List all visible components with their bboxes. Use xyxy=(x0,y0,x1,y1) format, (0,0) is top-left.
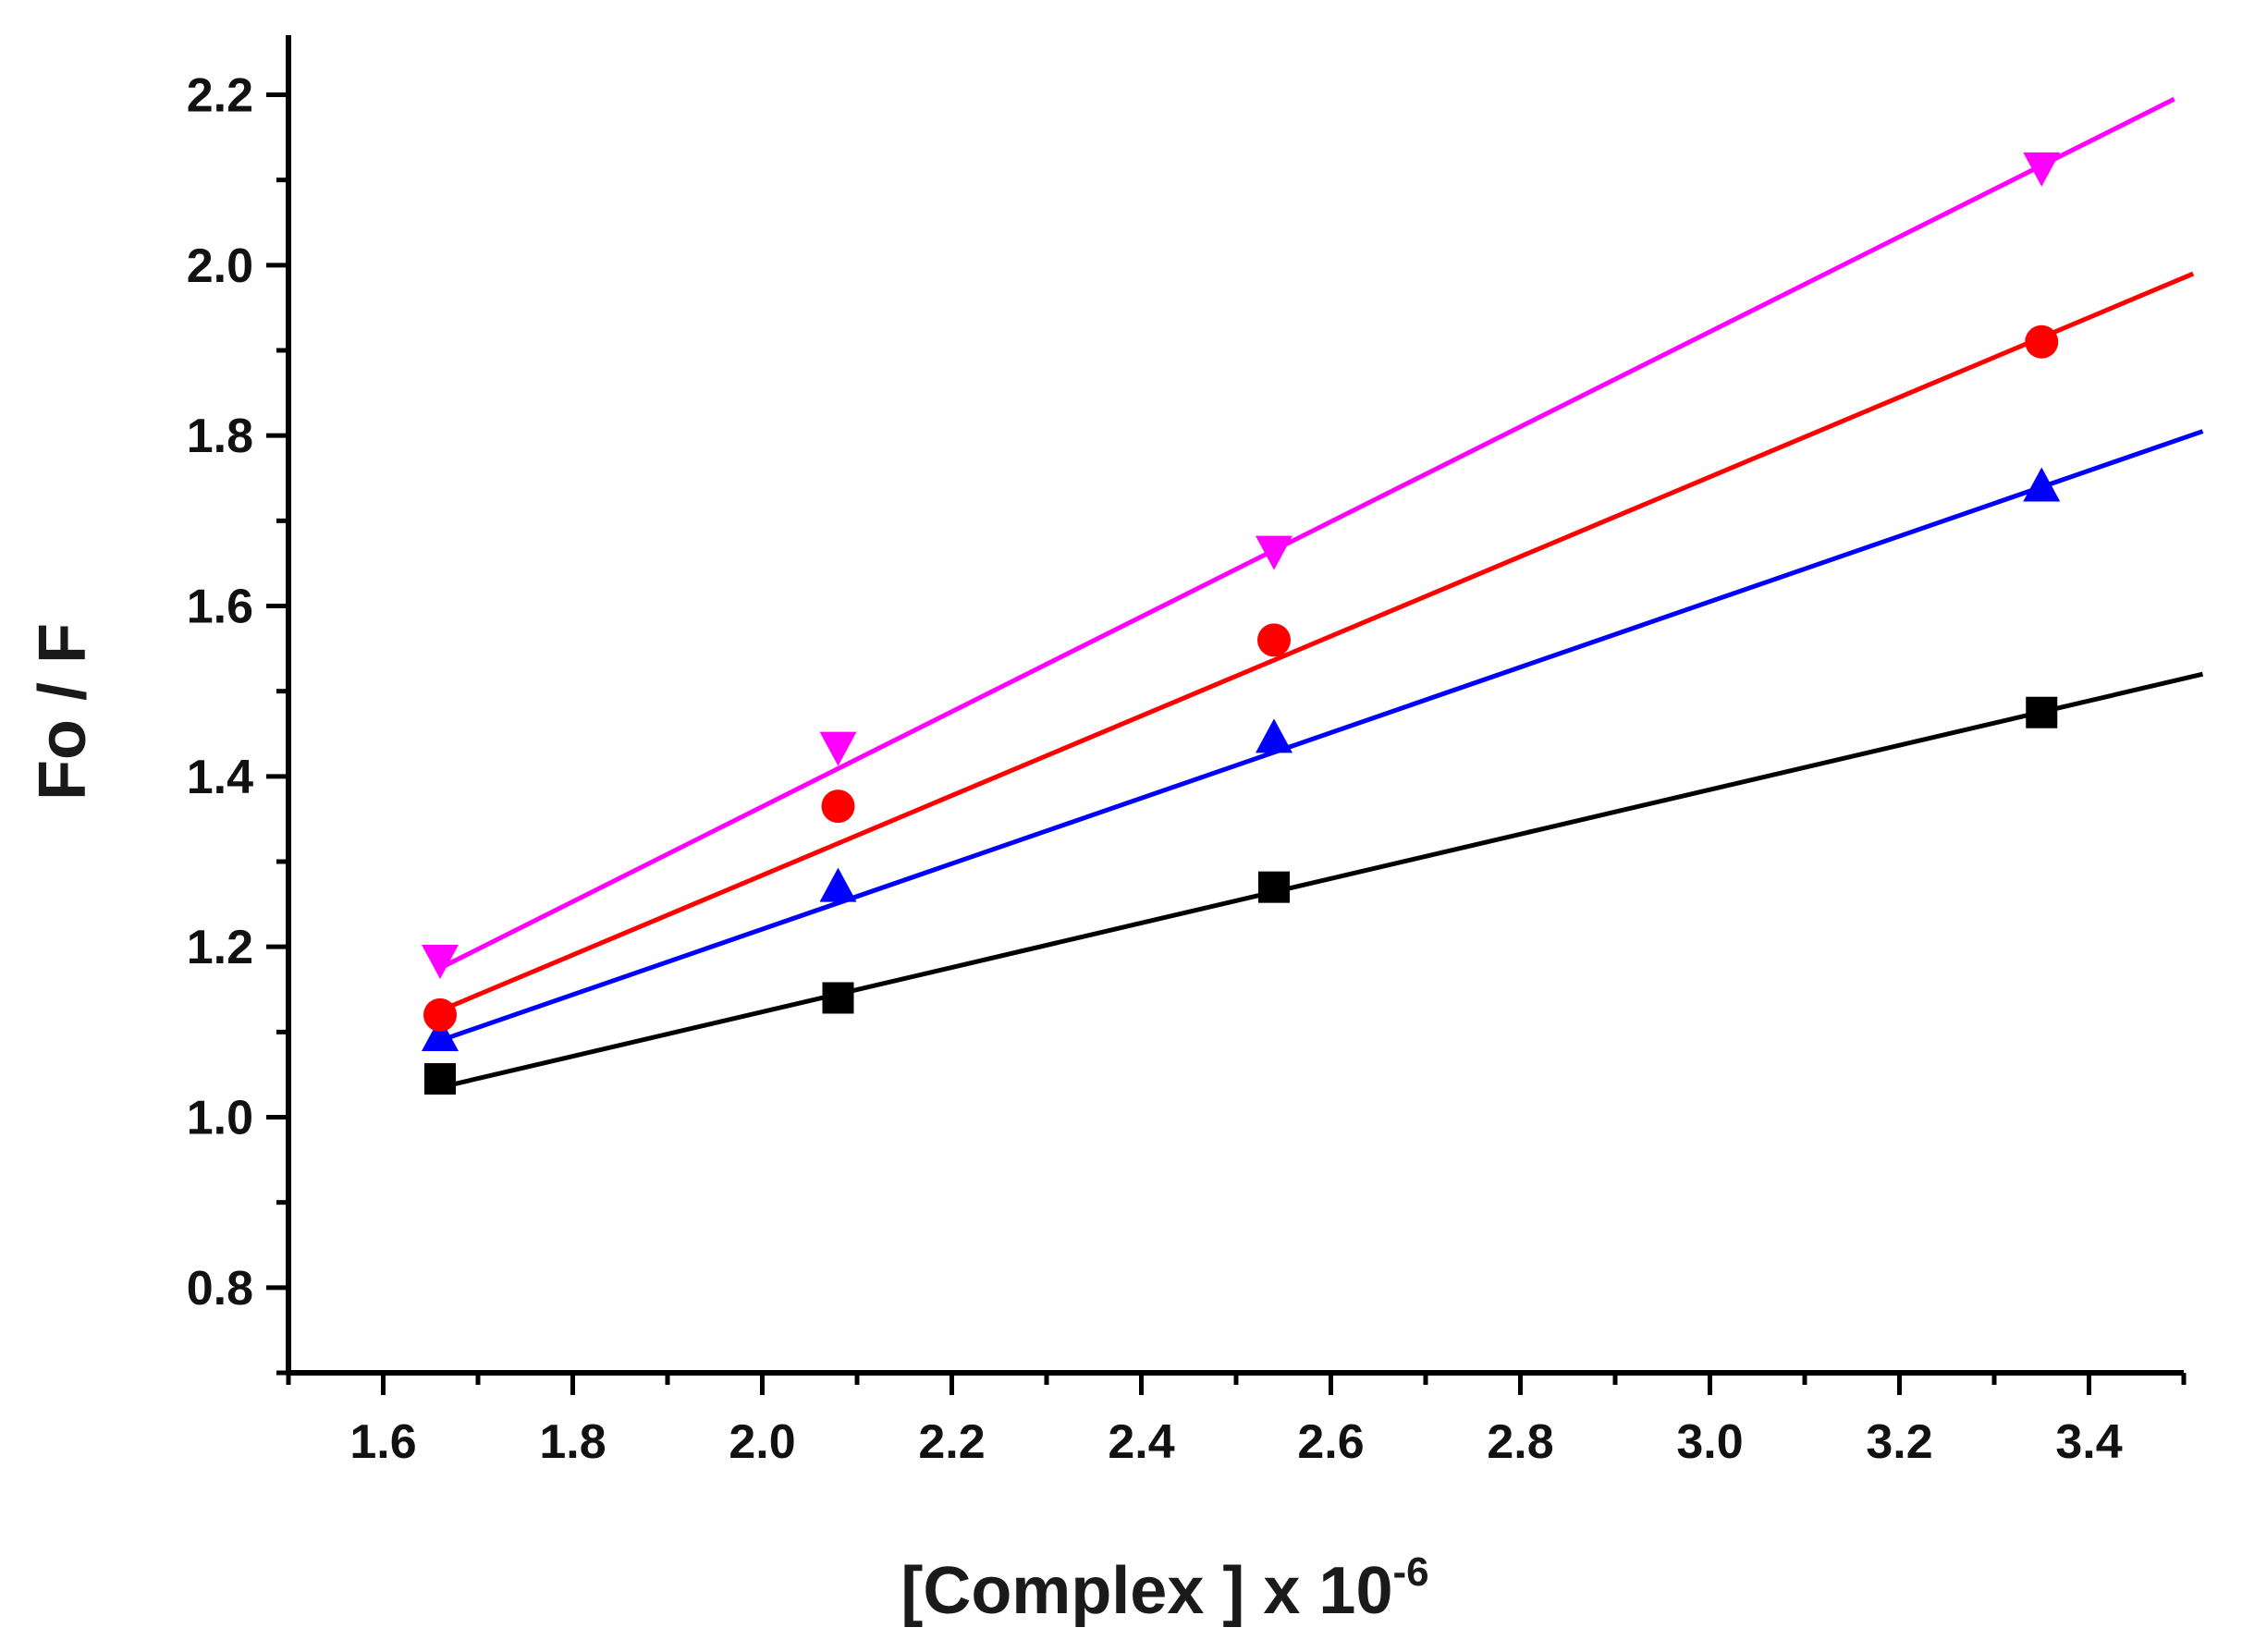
y-tick-label: 1.2 xyxy=(187,921,253,974)
x-tick-label: 3.0 xyxy=(1676,1415,1743,1469)
y-tick-label: 2.0 xyxy=(187,239,253,293)
fit-lines xyxy=(438,96,2204,1090)
data-point-black-squares xyxy=(2026,696,2058,728)
x-tick-label: 2.8 xyxy=(1487,1415,1553,1469)
y-axis-title: Fo / F xyxy=(26,623,100,801)
data-point-black-squares xyxy=(424,1063,456,1095)
data-point-magenta-triangles-down xyxy=(422,944,459,979)
x-tick-label: 3.2 xyxy=(1866,1415,1932,1469)
fit-line-black-squares xyxy=(439,671,2204,1090)
data-point-magenta-triangles-down xyxy=(2023,152,2061,187)
x-tick-label: 2.0 xyxy=(729,1415,795,1469)
x-tick-label: 3.4 xyxy=(2055,1415,2122,1469)
data-point-blue-triangles xyxy=(422,1016,459,1051)
data-point-black-squares xyxy=(822,982,854,1014)
x-tick-label: 2.2 xyxy=(918,1415,985,1469)
y-tick-label: 0.8 xyxy=(187,1262,253,1315)
data-point-blue-triangles xyxy=(2023,467,2061,502)
y-tick-label: 1.6 xyxy=(187,581,253,634)
data-point-blue-triangles xyxy=(1256,718,1293,753)
x-axis-title: [Complex ] x 10-6 xyxy=(900,1549,1428,1628)
fit-line-blue-triangles xyxy=(439,429,2204,1043)
fit-line-red-circles xyxy=(439,271,2195,1013)
fit-line-magenta-triangles-down xyxy=(438,96,2175,971)
axes: 1.6 1.8 2.0 2.2 2.4 2.6 2.8 3.0 3.2 3.4 0.8 1.0 1.2 1… xyxy=(187,35,2187,1469)
x-axis-title-exponent: -6 xyxy=(1393,1549,1429,1595)
x-tick-label: 2.4 xyxy=(1108,1415,1174,1469)
data-point-red-circles xyxy=(1257,623,1291,657)
x-tick-label: 1.8 xyxy=(539,1415,606,1469)
y-tick-label: 1.0 xyxy=(187,1092,253,1145)
x-tick-label: 2.6 xyxy=(1297,1415,1364,1469)
y-tick-label: 1.4 xyxy=(187,751,253,804)
data-point-magenta-triangles-down xyxy=(1256,535,1293,570)
data-point-black-squares xyxy=(1258,871,1290,903)
x-axis-title-main: [Complex ] x 10 xyxy=(900,1554,1392,1628)
data-point-red-circles xyxy=(2025,324,2059,359)
y-tick-label: 2.2 xyxy=(187,69,253,123)
data-markers xyxy=(422,152,2061,1095)
data-point-red-circles xyxy=(821,789,855,824)
data-point-blue-triangles xyxy=(819,867,857,902)
data-point-red-circles xyxy=(423,997,457,1032)
y-tick-label: 1.8 xyxy=(187,410,253,463)
x-tick-label: 1.6 xyxy=(349,1415,416,1469)
data-point-magenta-triangles-down xyxy=(819,731,857,766)
